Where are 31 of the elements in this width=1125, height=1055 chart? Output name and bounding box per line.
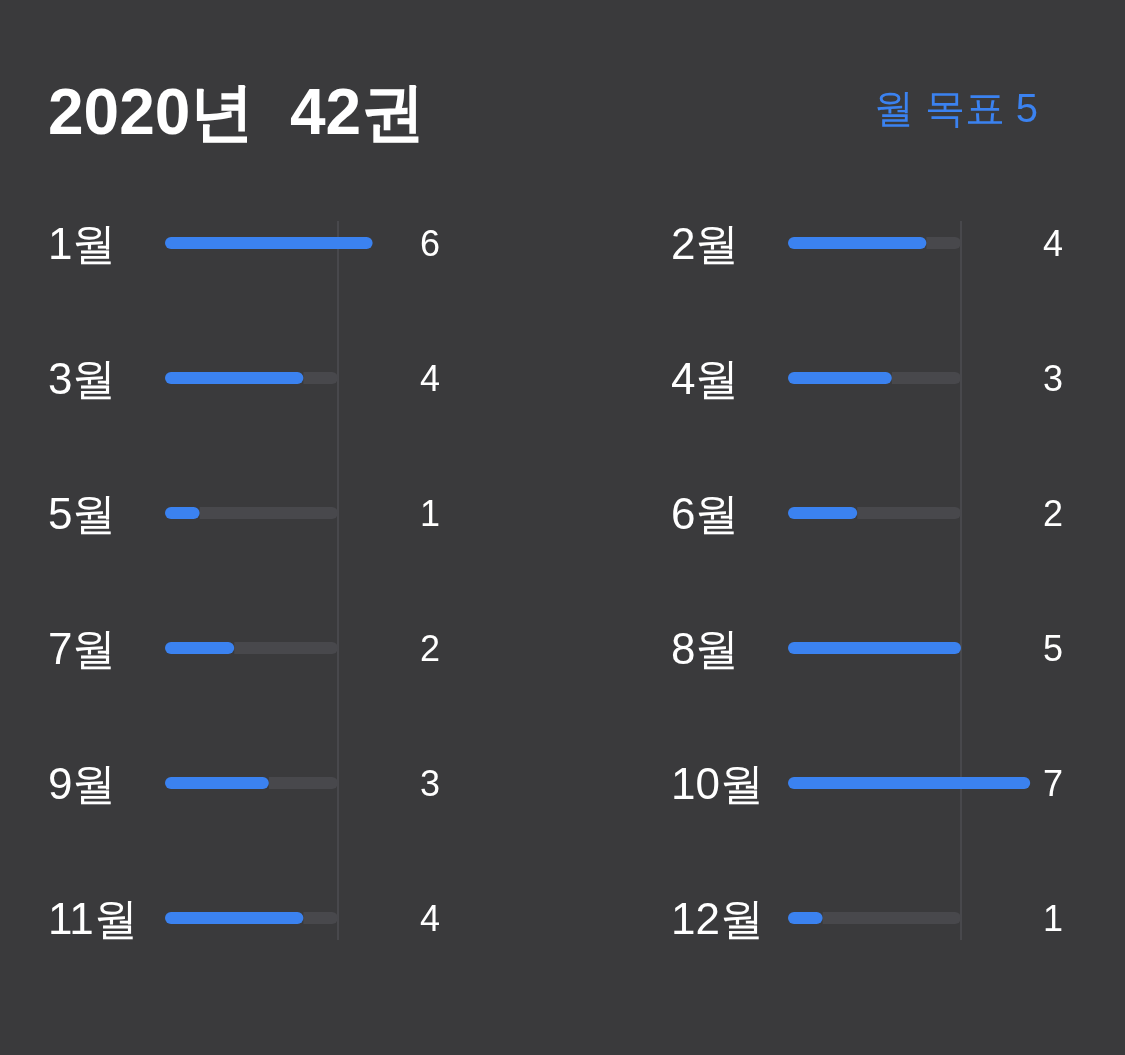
y-tick-label: 5월 [48, 489, 117, 538]
data-label: 2 [419, 628, 441, 669]
data-label: 3 [419, 763, 441, 804]
data-label: 5 [1042, 628, 1064, 669]
y-tick-label: 1월 [48, 219, 117, 268]
y-tick-label: 11월 [48, 894, 138, 943]
bar [788, 777, 1031, 789]
data-label: 4 [419, 358, 441, 399]
data-label: 4 [419, 898, 441, 939]
data-label: 6 [419, 223, 441, 264]
bar [788, 912, 823, 924]
data-label: 1 [419, 493, 441, 534]
y-tick-label: 4월 [671, 354, 740, 403]
data-label: 1 [1042, 898, 1064, 939]
data-label: 2 [1042, 493, 1064, 534]
bar [165, 507, 200, 519]
ref-line-label: 월 목표 5 [873, 86, 1038, 130]
y-tick-label: 2월 [671, 219, 740, 268]
bar [788, 642, 961, 654]
y-tick-label: 8월 [671, 624, 740, 673]
data-label: 3 [1042, 358, 1064, 399]
data-label: 4 [1042, 223, 1064, 264]
y-tick-label: 3월 [48, 354, 117, 403]
y-tick-label: 12월 [671, 894, 764, 943]
y-tick-label: 9월 [48, 759, 117, 808]
bar [165, 237, 373, 249]
y-tick-label: 6월 [671, 489, 740, 538]
data-label: 7 [1042, 763, 1064, 804]
chart-title: 2020년 42권 [48, 76, 426, 148]
y-tick-label: 10월 [671, 759, 764, 808]
y-tick-label: 7월 [48, 624, 117, 673]
